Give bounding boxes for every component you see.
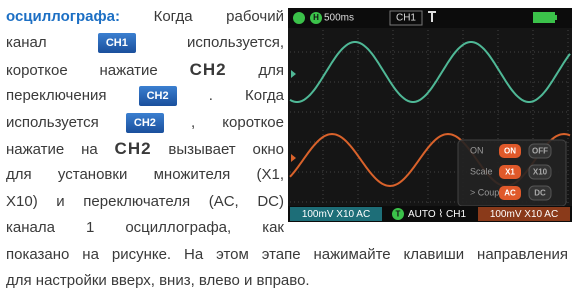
trigger: AUTO ⌇ CH1 [408, 209, 466, 220]
timebase: 500ms [324, 13, 354, 24]
menu-option: AC [504, 189, 516, 198]
page: осциллографа: Когда рабочийканал CH1 исп… [0, 0, 575, 292]
ch2-status: 100mV X10 AC [490, 209, 558, 220]
run-indicator [293, 12, 305, 24]
menu-rows: ON ON OFF Scale X1 X10 > Coup AC DC [470, 144, 551, 200]
menu-option: ON [504, 147, 516, 156]
battery-tip [555, 15, 557, 20]
menu-option: DC [534, 189, 546, 198]
menu-option: OFF [532, 147, 548, 156]
menu-label: > Coup [470, 187, 499, 197]
ch1-status: 100mV X10 AC [302, 209, 370, 220]
battery [533, 12, 555, 23]
menu-label: Scale [470, 166, 493, 176]
trigger-icon-label: T [396, 210, 401, 219]
oscilloscope-screen: H 500ms CH1 ONONOFFScaleX1X10> CoupACDC … [0, 0, 575, 292]
menu-label: ON [470, 145, 484, 155]
menu-option: X1 [505, 168, 515, 177]
menu-option: X10 [533, 168, 548, 177]
timebase-icon-label: H [313, 13, 319, 22]
channel: CH1 [396, 13, 416, 24]
